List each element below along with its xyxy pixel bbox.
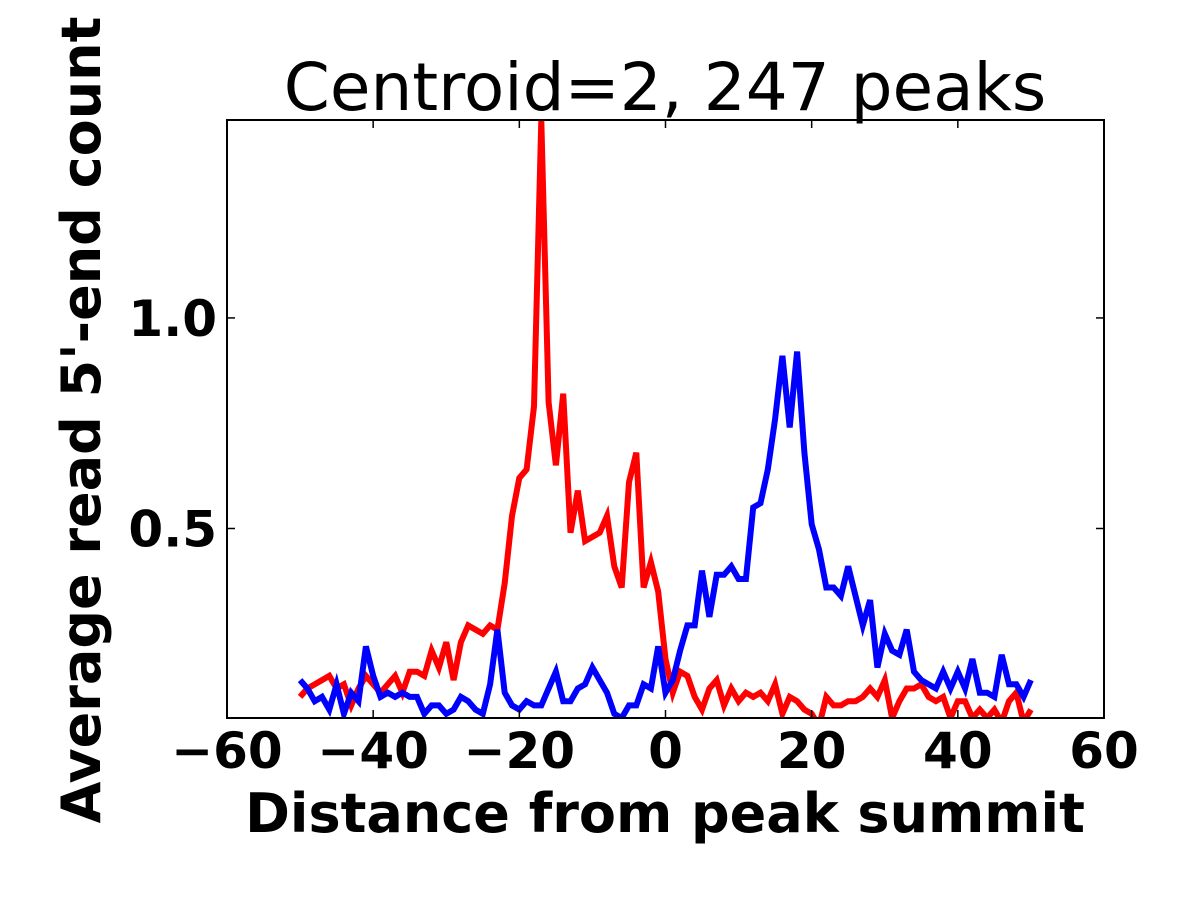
series-line-1 [297,120,1034,718]
series-line-2 [297,351,1034,718]
y-axis-label: Average read 5'-end count [50,17,113,824]
plot-area [297,120,1034,718]
x-axis-label: Distance from peak summit [245,782,1085,845]
x-tick-label: 20 [777,722,847,780]
x-tick-label: 60 [1069,722,1139,780]
chart-title: Centroid=2, 247 peaks [284,49,1046,126]
x-tick-label: −60 [171,722,282,780]
y-tick-label: 1.0 [128,290,217,348]
x-tick-label: 40 [923,722,993,780]
y-tick-label: 0.5 [128,500,217,558]
plot-frame [226,119,1105,719]
x-tick-label: −20 [464,722,575,780]
axis-ticks: −60 −40 −20 0 20 40 60 0.5 1.0 [128,120,1139,780]
x-tick-label: −40 [317,722,428,780]
x-tick-label: 0 [648,722,683,780]
